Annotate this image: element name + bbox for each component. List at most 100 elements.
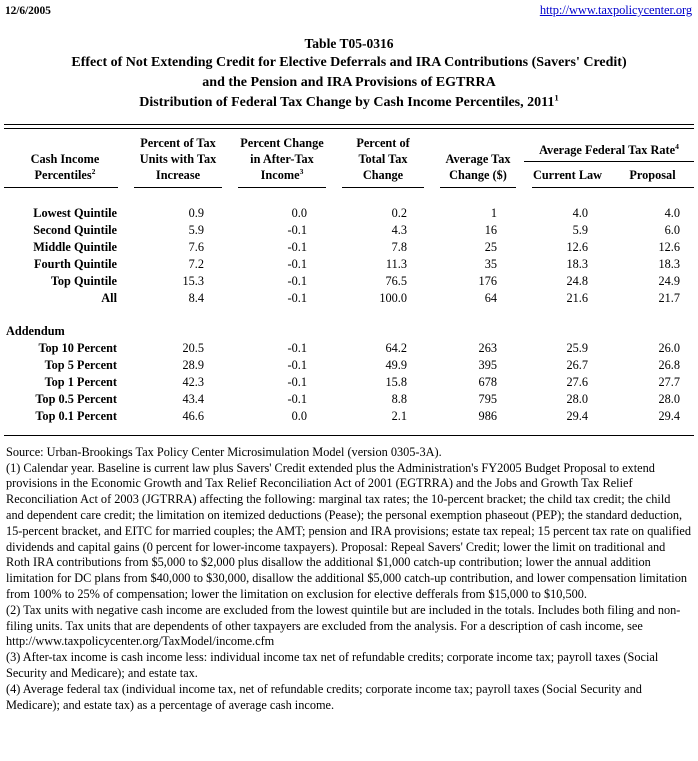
table-subtitle-text: Distribution of Federal Tax Change by Ca… [139, 94, 555, 110]
cell-value: 176 [478, 273, 497, 288]
cell-value: 29.4 [566, 408, 588, 423]
cell-value: 18.3 [566, 256, 588, 271]
table-row: Second Quintile 5.9 -0.1 4.3 16 5.9 6.0 [4, 221, 694, 238]
table-row: Fourth Quintile 7.2 -0.1 11.3 35 18.3 18.3 [4, 255, 694, 272]
header-current-law: Current Law [524, 162, 611, 185]
table-row: Top 0.1 Percent 46.6 0.0 2.1 986 29.4 29.4 [4, 407, 694, 424]
table-header-group-row: Cash Income Percentiles2 Percent of Tax … [4, 128, 694, 182]
cell-value: 18.3 [658, 256, 680, 271]
cell-value: -0.1 [287, 222, 307, 237]
header-col1-line1: Percent of Tax [140, 135, 216, 150]
table-row: Middle Quintile 7.6 -0.1 7.8 25 12.6 12.6 [4, 238, 694, 255]
cell-value: 0.9 [188, 205, 204, 220]
cell-value: 26.7 [566, 357, 588, 372]
cell-value: 24.9 [658, 273, 680, 288]
cell-value: 4.0 [664, 205, 680, 220]
header-pct-tax-units-increase: Percent of Tax Units with Tax Increase [126, 128, 230, 185]
rule-col1 [134, 185, 222, 188]
cell-value: 26.8 [658, 357, 680, 372]
cell-value: -0.1 [287, 391, 307, 406]
cell-value: 46.6 [182, 408, 204, 423]
cell-value: 64.2 [385, 340, 407, 355]
cell-value: 49.9 [385, 357, 407, 372]
header-col4-line2: Change ($) [449, 168, 507, 183]
cell-value: 26.0 [658, 340, 680, 355]
note-3: (3) After-tax income is cash income less… [6, 650, 659, 680]
addendum-row-label: Top 0.5 Percent [35, 391, 117, 406]
cell-value: 29.4 [658, 408, 680, 423]
cell-value: 12.6 [566, 239, 588, 254]
table-header-subrow: Current Law Proposal [4, 162, 694, 185]
table-row: Top 5 Percent 28.9 -0.1 49.9 395 26.7 26.8 [4, 356, 694, 373]
cell-value: 42.3 [182, 374, 204, 389]
cell-value: 27.7 [658, 374, 680, 389]
cell-value: 986 [478, 408, 497, 423]
cell-value: 395 [478, 357, 497, 372]
cell-value: 795 [478, 391, 497, 406]
cell-value: 15.3 [182, 273, 204, 288]
taxpolicycenter-link[interactable]: http://www.taxpolicycenter.org [539, 3, 692, 17]
table-row: Top 0.5 Percent 43.4 -0.1 8.8 795 28.0 28.0 [4, 390, 694, 407]
cell-value: -0.1 [287, 340, 307, 355]
header-average-federal-tax-rate-group: Average Federal Tax Rate4 [524, 128, 694, 163]
note-source: Source: Urban-Brookings Tax Policy Cente… [6, 444, 442, 459]
table-bottom-rule [4, 434, 694, 437]
cell-value: 27.6 [566, 374, 588, 389]
spacer-after-header [4, 188, 694, 204]
cell-value: -0.1 [287, 374, 307, 389]
cell-value: 8.4 [188, 290, 204, 305]
header-average-tax-change: Average Tax Change ($) [432, 128, 524, 185]
cell-value: 1 [490, 205, 497, 220]
cell-value: 5.9 [188, 222, 204, 237]
header-cash-income-line1: Cash Income [30, 152, 100, 167]
table-number: Table T05-0316 [304, 36, 394, 51]
header-pct-change-after-tax-income: Percent Change in After-Tax Income3 [230, 128, 334, 185]
cell-value: 76.5 [385, 273, 407, 288]
cell-value: 28.9 [182, 357, 204, 372]
table-top-rule [4, 123, 694, 129]
rule-col5 [532, 185, 611, 188]
quintile-row-label: Lowest Quintile [33, 205, 117, 220]
cell-value: 11.3 [385, 256, 407, 271]
cell-value: 4.0 [572, 205, 588, 220]
header-current-law-label: Current Law [532, 168, 603, 183]
cell-value: 16 [484, 222, 497, 237]
notes-block: Source: Urban-Brookings Tax Policy Cente… [4, 445, 694, 714]
table-row: Top 1 Percent 42.3 -0.1 15.8 678 27.6 27.7 [4, 373, 694, 390]
header-col3-line3: Change [362, 168, 404, 183]
header-cash-income-percentiles: Cash Income Percentiles2 [4, 128, 126, 185]
cell-value: 5.9 [572, 222, 588, 237]
quintile-rows-body: Lowest Quintile 0.9 0.0 0.2 1 4.0 4.0 Second Qu… [4, 204, 694, 306]
table-row: All 8.4 -0.1 100.0 64 21.6 21.7 [4, 289, 694, 306]
cell-value: 28.0 [566, 391, 588, 406]
addendum-label: Addendum [6, 323, 65, 338]
note-1: (1) Calendar year. Baseline is current l… [6, 460, 691, 601]
note-2: (2) Tax units with negative cash income … [6, 602, 681, 649]
addendum-row-label: Top 0.1 Percent [35, 408, 117, 423]
table-title-line-1: Effect of Not Extending Credit for Elect… [71, 55, 627, 71]
header-col2-line2: in After-Tax [250, 152, 314, 167]
cell-value: 7.2 [188, 256, 204, 271]
footnote-marker-3: 3 [299, 167, 304, 177]
rule-col3 [342, 185, 424, 188]
cell-value: 64 [484, 290, 497, 305]
cell-value: 21.6 [566, 290, 588, 305]
header-col3-line1: Percent of [356, 135, 410, 150]
header-proposal: Proposal [611, 162, 694, 185]
cell-value: 100.0 [379, 290, 407, 305]
cell-value: -0.1 [287, 239, 307, 254]
rule-col0 [4, 185, 118, 188]
cell-value: 25.9 [566, 340, 588, 355]
footnote-marker-4: 4 [675, 142, 679, 152]
quintile-row-label: Middle Quintile [33, 239, 117, 254]
note-4: (4) Average federal tax (individual inco… [6, 681, 642, 712]
cell-value: 15.8 [385, 374, 407, 389]
cell-value: 0.0 [291, 205, 307, 220]
cell-value: 678 [478, 374, 497, 389]
cell-value: 20.5 [182, 340, 204, 355]
cell-value: 25 [484, 239, 497, 254]
quintile-row-label: Fourth Quintile [33, 256, 117, 271]
header-col4-line1: Average Tax [445, 152, 511, 167]
cell-value: 12.6 [658, 239, 680, 254]
